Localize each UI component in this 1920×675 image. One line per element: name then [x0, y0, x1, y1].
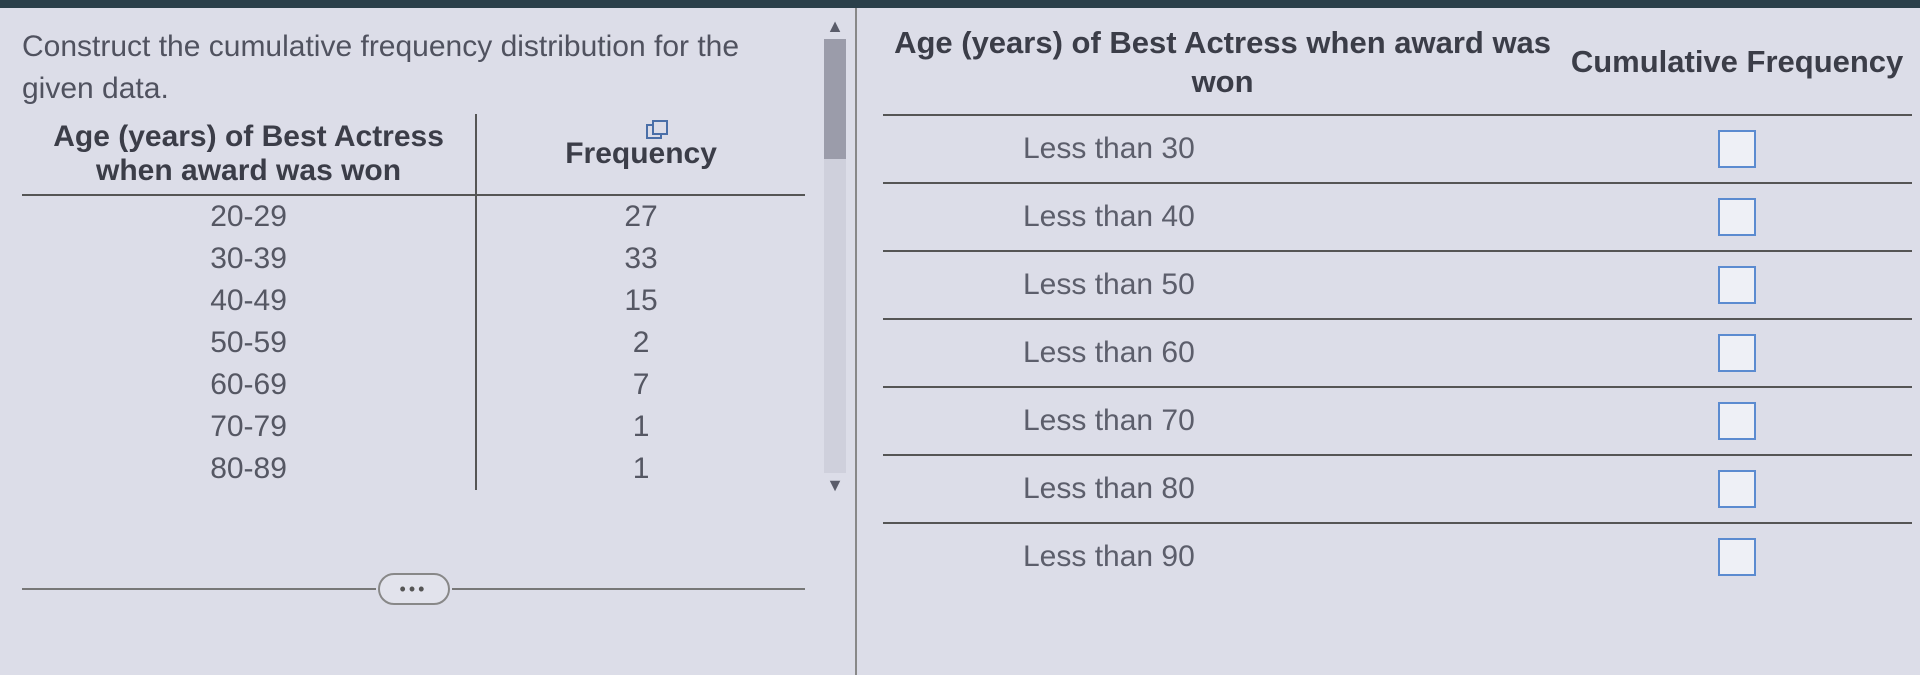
cum-label: Less than 30: [883, 115, 1562, 183]
table-row: 30-39 33: [22, 238, 805, 280]
table-row: Less than 60: [883, 319, 1912, 387]
table-row: Less than 90: [883, 523, 1912, 590]
cum-label: Less than 90: [883, 523, 1562, 590]
slider-line-left: [22, 588, 376, 590]
scroll-thumb[interactable]: [824, 39, 846, 159]
frequency-table: Age (years) of Best Actress when award w…: [22, 114, 805, 490]
copy-table-icon[interactable]: [645, 120, 669, 140]
table-row: Less than 80: [883, 455, 1912, 523]
table-row: Less than 70: [883, 387, 1912, 455]
cum-freq-input[interactable]: [1718, 538, 1756, 576]
cum-freq-input[interactable]: [1718, 130, 1756, 168]
cum-label: Less than 40: [883, 183, 1562, 251]
right-panel: Age (years) of Best Actress when award w…: [857, 8, 1920, 675]
freq-value: 15: [476, 280, 805, 322]
bottom-slider-row: •••: [22, 573, 805, 605]
left-panel: Construct the cumulative frequency distr…: [0, 8, 815, 675]
freq-value: 2: [476, 322, 805, 364]
freq-value: 33: [476, 238, 805, 280]
table-row: 20-29 27: [22, 195, 805, 238]
freq-value: 1: [476, 448, 805, 490]
cumulative-frequency-table: Age (years) of Best Actress when award w…: [883, 18, 1912, 590]
table-row: 70-79 1: [22, 406, 805, 448]
age-range: 80-89: [22, 448, 476, 490]
table-row: 40-49 15: [22, 280, 805, 322]
age-range: 30-39: [22, 238, 476, 280]
freq-header-age: Age (years) of Best Actress when award w…: [22, 114, 476, 195]
table-row: Less than 30: [883, 115, 1912, 183]
cum-label: Less than 50: [883, 251, 1562, 319]
window-topbar: [0, 0, 1920, 8]
cum-freq-input[interactable]: [1718, 334, 1756, 372]
table-row: 50-59 2: [22, 322, 805, 364]
age-range: 70-79: [22, 406, 476, 448]
freq-value: 1: [476, 406, 805, 448]
freq-value: 27: [476, 195, 805, 238]
cum-freq-input[interactable]: [1718, 266, 1756, 304]
scroll-track[interactable]: [824, 39, 846, 473]
cum-header-age: Age (years) of Best Actress when award w…: [883, 18, 1562, 115]
age-range: 40-49: [22, 280, 476, 322]
table-row: Less than 40: [883, 183, 1912, 251]
age-range: 60-69: [22, 364, 476, 406]
cum-label: Less than 70: [883, 387, 1562, 455]
cum-label: Less than 80: [883, 455, 1562, 523]
ellipsis-button[interactable]: •••: [378, 573, 450, 605]
cum-freq-input[interactable]: [1718, 198, 1756, 236]
cum-freq-input[interactable]: [1718, 402, 1756, 440]
freq-value: 7: [476, 364, 805, 406]
table-row: 60-69 7: [22, 364, 805, 406]
instruction-text: Construct the cumulative frequency distr…: [22, 26, 805, 110]
slider-line-right: [452, 588, 806, 590]
scroll-up-arrow-icon[interactable]: ▲: [826, 16, 844, 37]
age-range: 20-29: [22, 195, 476, 238]
cum-label: Less than 60: [883, 319, 1562, 387]
table-row: Less than 50: [883, 251, 1912, 319]
scrollbar-column: ▲ ▼: [815, 8, 855, 675]
main-container: Construct the cumulative frequency distr…: [0, 8, 1920, 675]
scroll-down-arrow-icon[interactable]: ▼: [826, 475, 844, 496]
freq-header-frequency: Frequency: [476, 114, 805, 195]
cum-header-frequency: Cumulative Frequency: [1562, 18, 1912, 115]
cum-freq-input[interactable]: [1718, 470, 1756, 508]
age-range: 50-59: [22, 322, 476, 364]
table-row: 80-89 1: [22, 448, 805, 490]
